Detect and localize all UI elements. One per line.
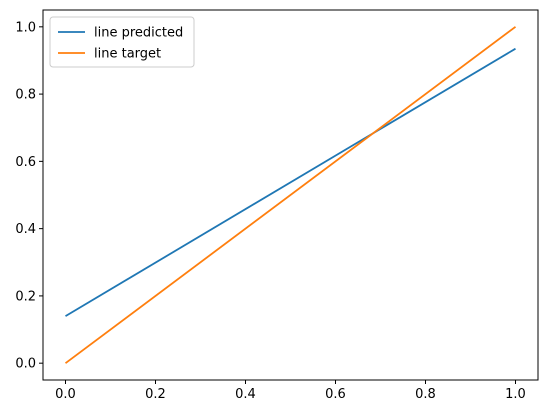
series-line-2	[64, 26, 517, 364]
legend-label-2: line target	[94, 47, 161, 62]
series-line-1	[65, 47, 516, 317]
legend-label-1: line predicted	[94, 26, 183, 41]
y-axis-ticks: 0.0 0.2 0.4 0.6 0.8 1.0	[15, 20, 43, 372]
x-tick-label: 0.8	[415, 387, 436, 402]
x-tick-label: 0.6	[325, 387, 346, 402]
x-tick-label: 1.0	[505, 387, 526, 402]
plot-lines	[64, 26, 517, 364]
y-tick-label: 1.0	[15, 20, 36, 35]
y-tick-label: 0.4	[15, 222, 36, 237]
legend: line predicted line target	[49, 16, 195, 68]
y-tick-label: 0.6	[15, 155, 36, 170]
x-tick-label: 0.2	[145, 387, 166, 402]
x-axis-ticks: 0.0 0.2 0.4 0.6 0.8 1.0	[55, 380, 526, 402]
y-tick-label: 0.8	[15, 88, 36, 103]
plot-frame	[42, 9, 539, 381]
x-tick-label: 0.4	[235, 387, 256, 402]
y-tick-label: 0.0	[15, 357, 36, 372]
y-tick-label: 0.2	[15, 289, 36, 304]
x-tick-label: 0.0	[55, 387, 76, 402]
legend-box	[49, 16, 195, 68]
